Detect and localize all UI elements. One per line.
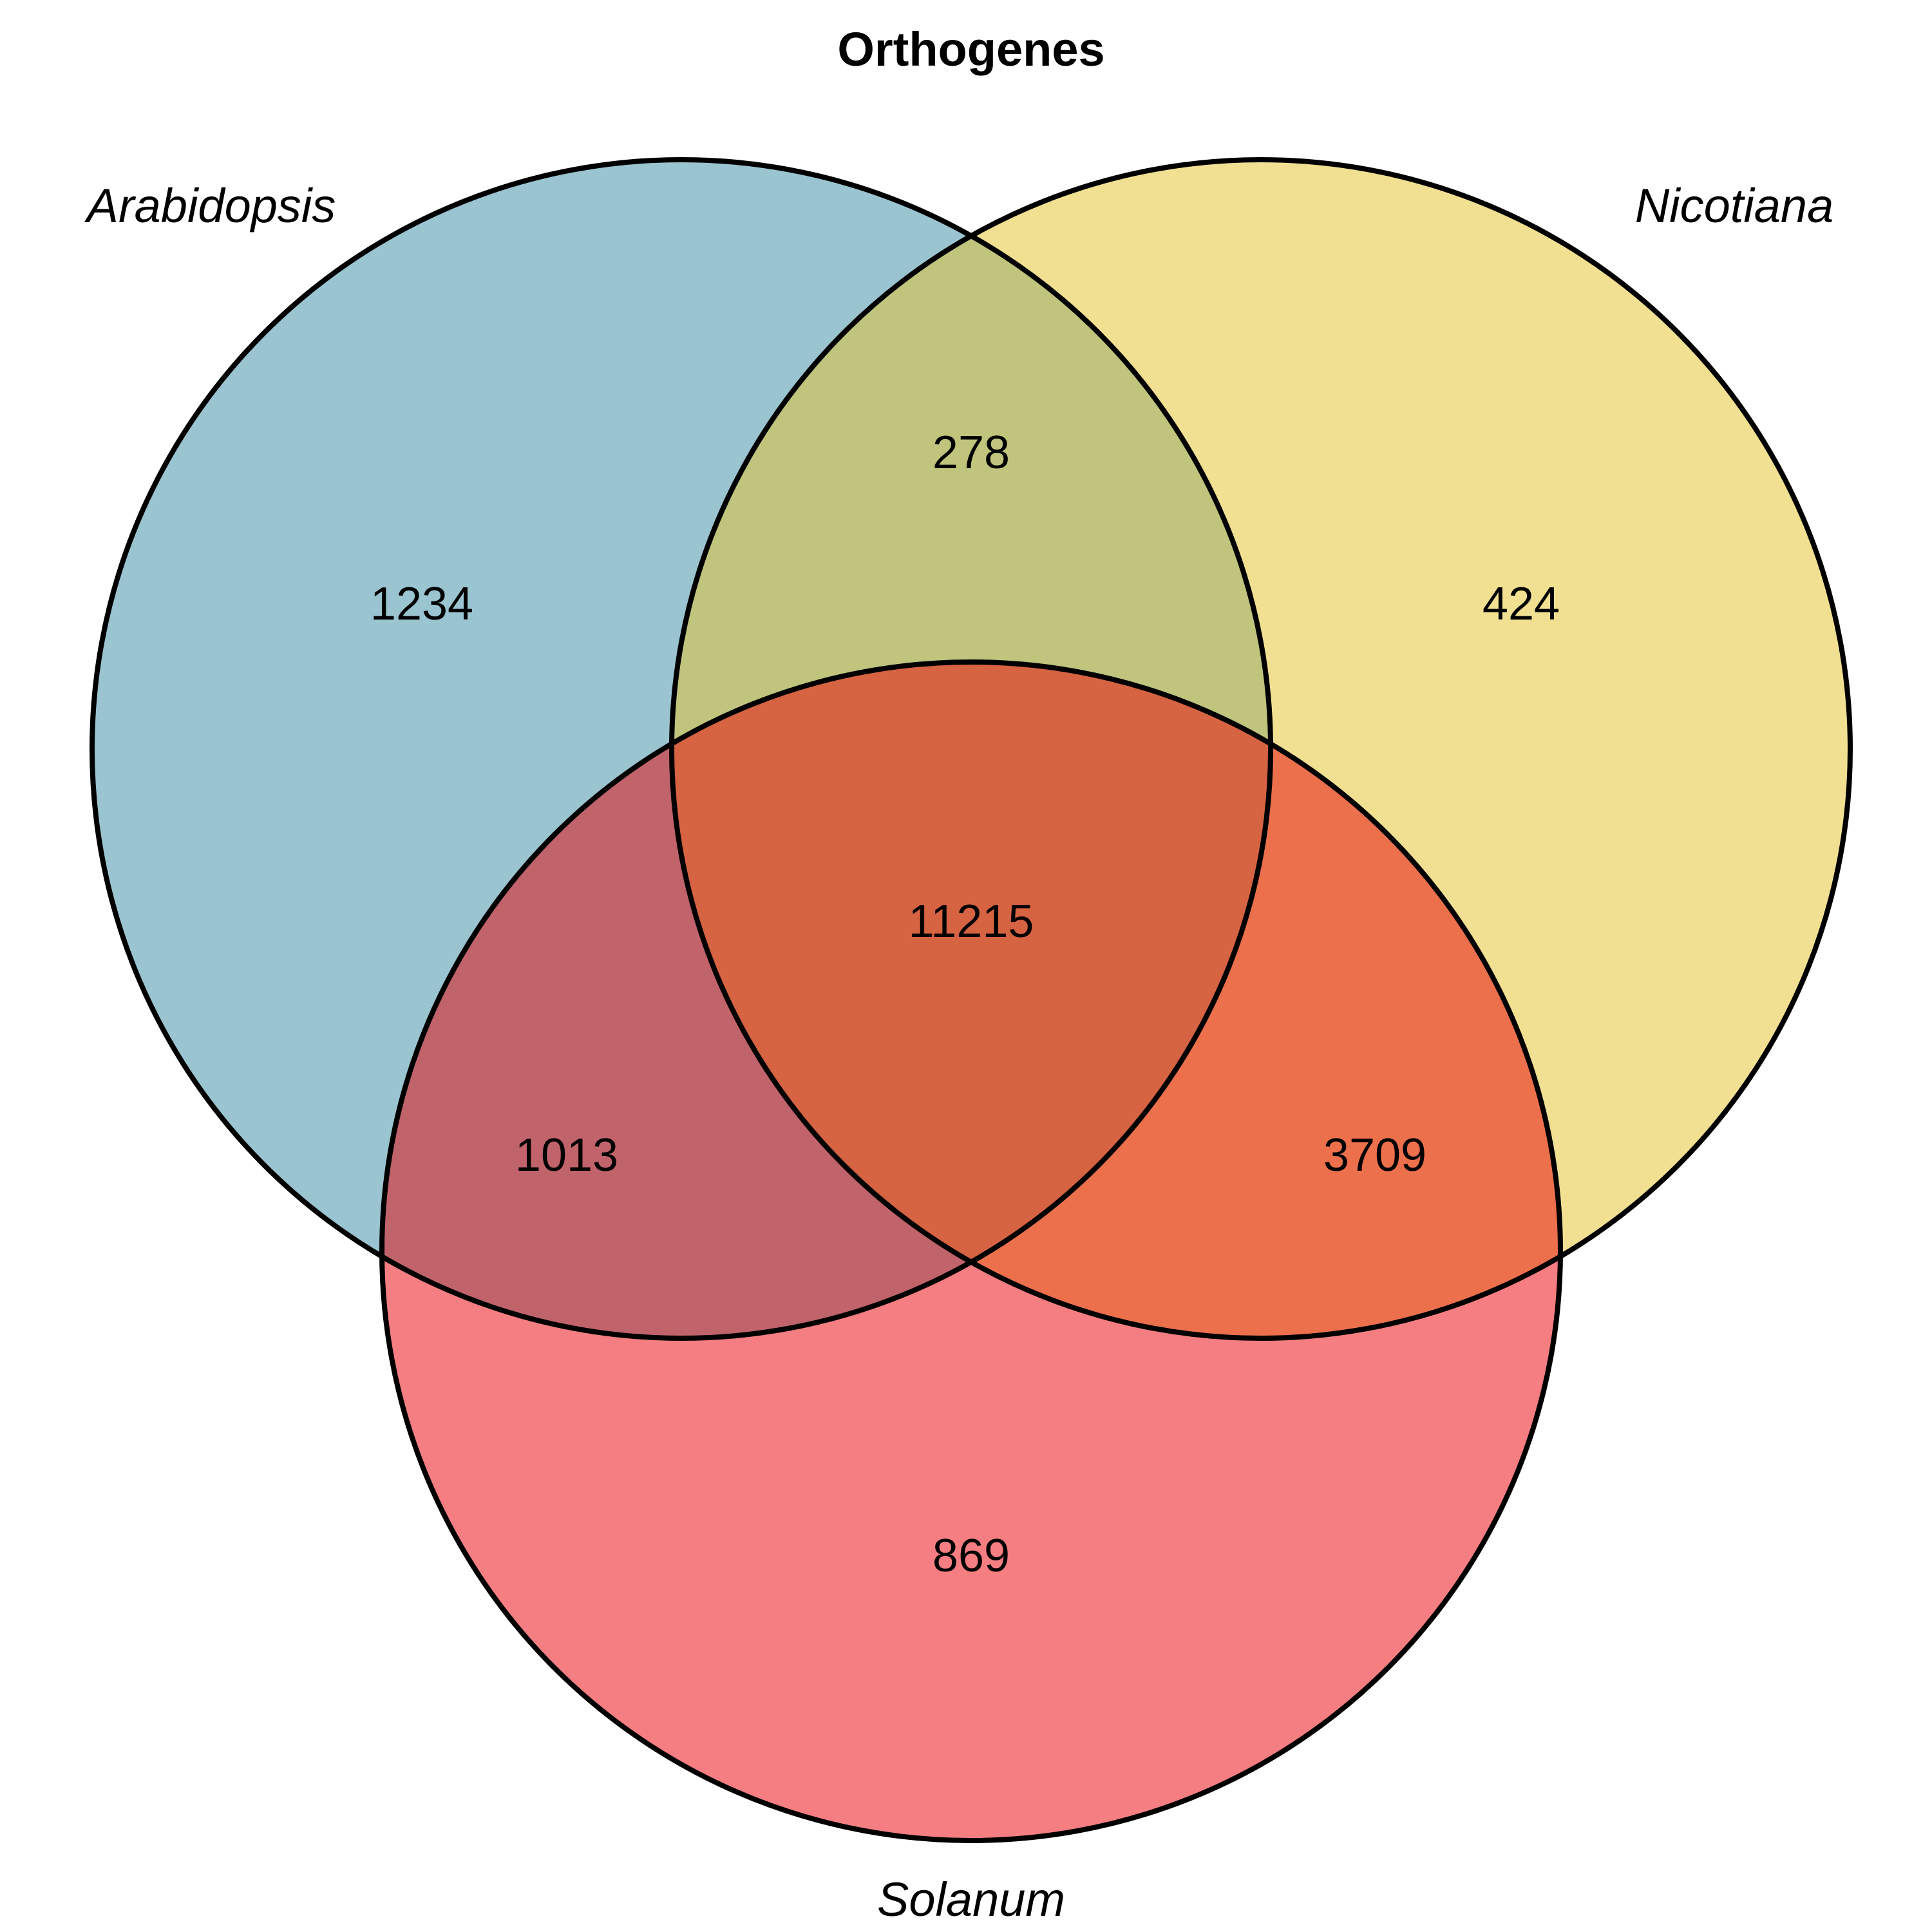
set-label-solanum: Solanum	[877, 1873, 1065, 1926]
diagram-title: Orthogenes	[837, 23, 1104, 76]
count-nicotiana-solanum: 3709	[1323, 1130, 1426, 1181]
nicotiana-outline	[669, 157, 1853, 1341]
set-label-arabidopsis: Arabidopsis	[84, 179, 336, 232]
arabidopsis-outline	[90, 157, 1273, 1341]
count-solanum-only: 869	[933, 1530, 1010, 1582]
count-nicotiana-only: 424	[1482, 578, 1560, 630]
set-label-nicotiana: Nicotiana	[1635, 179, 1834, 232]
count-all-three: 11215	[909, 896, 1034, 947]
solanum-outline	[379, 659, 1563, 1843]
count-arabidopsis-solanum: 1013	[515, 1130, 618, 1181]
count-arabidopsis-nicotiana: 278	[933, 427, 1010, 478]
count-arabidopsis-only: 1234	[370, 578, 473, 630]
